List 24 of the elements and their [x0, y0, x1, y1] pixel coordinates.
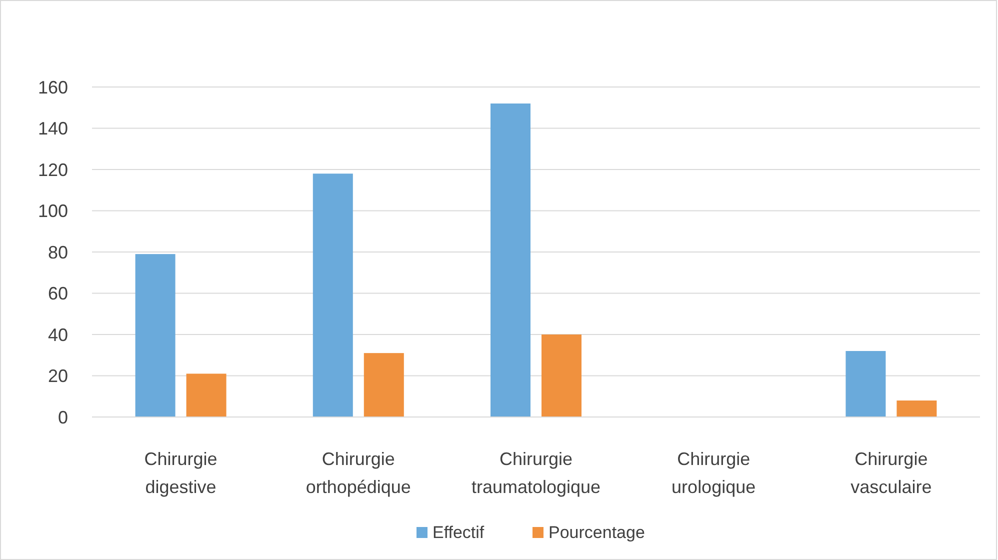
bar	[186, 374, 226, 417]
y-tick-label: 120	[38, 160, 68, 180]
bar	[135, 254, 176, 417]
y-tick-label: 100	[38, 201, 68, 222]
y-tick-label: 40	[48, 324, 68, 345]
y-tick-label: 60	[48, 284, 68, 304]
bar	[364, 353, 404, 417]
bar	[312, 174, 353, 417]
x-tick-label: Chirurgie orthopédique	[306, 449, 411, 497]
x-tick-label: Chirurgie urologique	[672, 449, 756, 497]
x-tick-label: Chirurgie traumatologique	[471, 449, 601, 497]
bar	[490, 104, 530, 417]
bar	[542, 334, 582, 417]
bar	[846, 351, 886, 417]
y-tick-label: 140	[38, 118, 68, 139]
x-tick-label: Chirurgie vasculaire	[850, 449, 932, 497]
legend-label: Pourcentage	[548, 523, 645, 542]
bar	[896, 400, 937, 417]
y-tick-label: 0	[58, 407, 68, 428]
y-tick-label: 20	[48, 366, 68, 386]
x-tick-label: Chirurgie digestive	[144, 449, 218, 497]
y-tick-label: 160	[38, 77, 68, 98]
y-tick-label: 80	[48, 242, 68, 262]
legend-label: Effectif	[432, 523, 484, 542]
